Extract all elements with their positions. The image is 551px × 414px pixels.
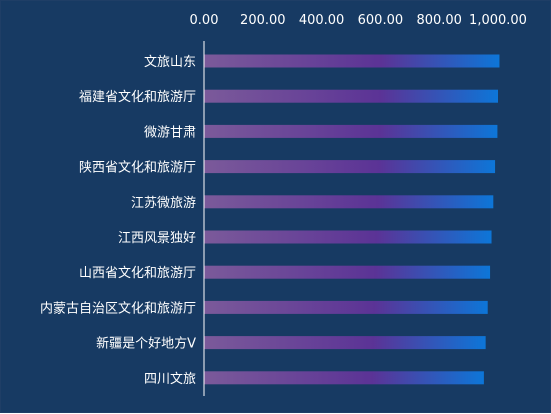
bar[interactable] [204,89,498,103]
y-axis: 文旅山东福建省文化和旅游厅微游甘肃陕西省文化和旅游厅江苏微旅游江西风景独好山西省… [40,55,196,387]
bar[interactable] [204,54,500,68]
bar[interactable] [204,300,488,314]
x-tick-label: 1,000.00 [469,13,527,28]
category-label: 山西省文化和旅游厅 [79,266,196,281]
category-label: 内蒙古自治区文化和旅游厅 [40,300,196,316]
bar[interactable] [204,124,498,138]
bar[interactable] [204,230,492,244]
x-axis: 0.00 200.00 400.00 600.00 800.00 1,000.00 [190,13,527,28]
category-label: 江苏微旅游 [131,195,196,211]
x-tick-label: 200.00 [240,13,286,28]
bar[interactable] [204,371,484,385]
category-label: 新疆是个好地方V [96,336,196,352]
category-label: 福建省文化和旅游厅 [79,90,196,105]
bar[interactable] [204,195,494,209]
x-tick-label: 0.00 [190,13,219,28]
bar[interactable] [204,265,491,279]
x-tick-label: 400.00 [299,13,345,28]
bars-group [204,54,500,385]
bar[interactable] [204,336,486,350]
category-label: 陕西省文化和旅游厅 [79,161,196,176]
category-label: 微游甘肃 [144,125,196,140]
x-tick-label: 600.00 [358,13,404,28]
bar[interactable] [204,160,496,174]
x-tick-label: 800.00 [416,13,462,28]
category-label: 四川文旅 [144,372,196,387]
category-label: 文旅山东 [144,55,196,70]
category-label: 江西风景独好 [118,231,196,246]
